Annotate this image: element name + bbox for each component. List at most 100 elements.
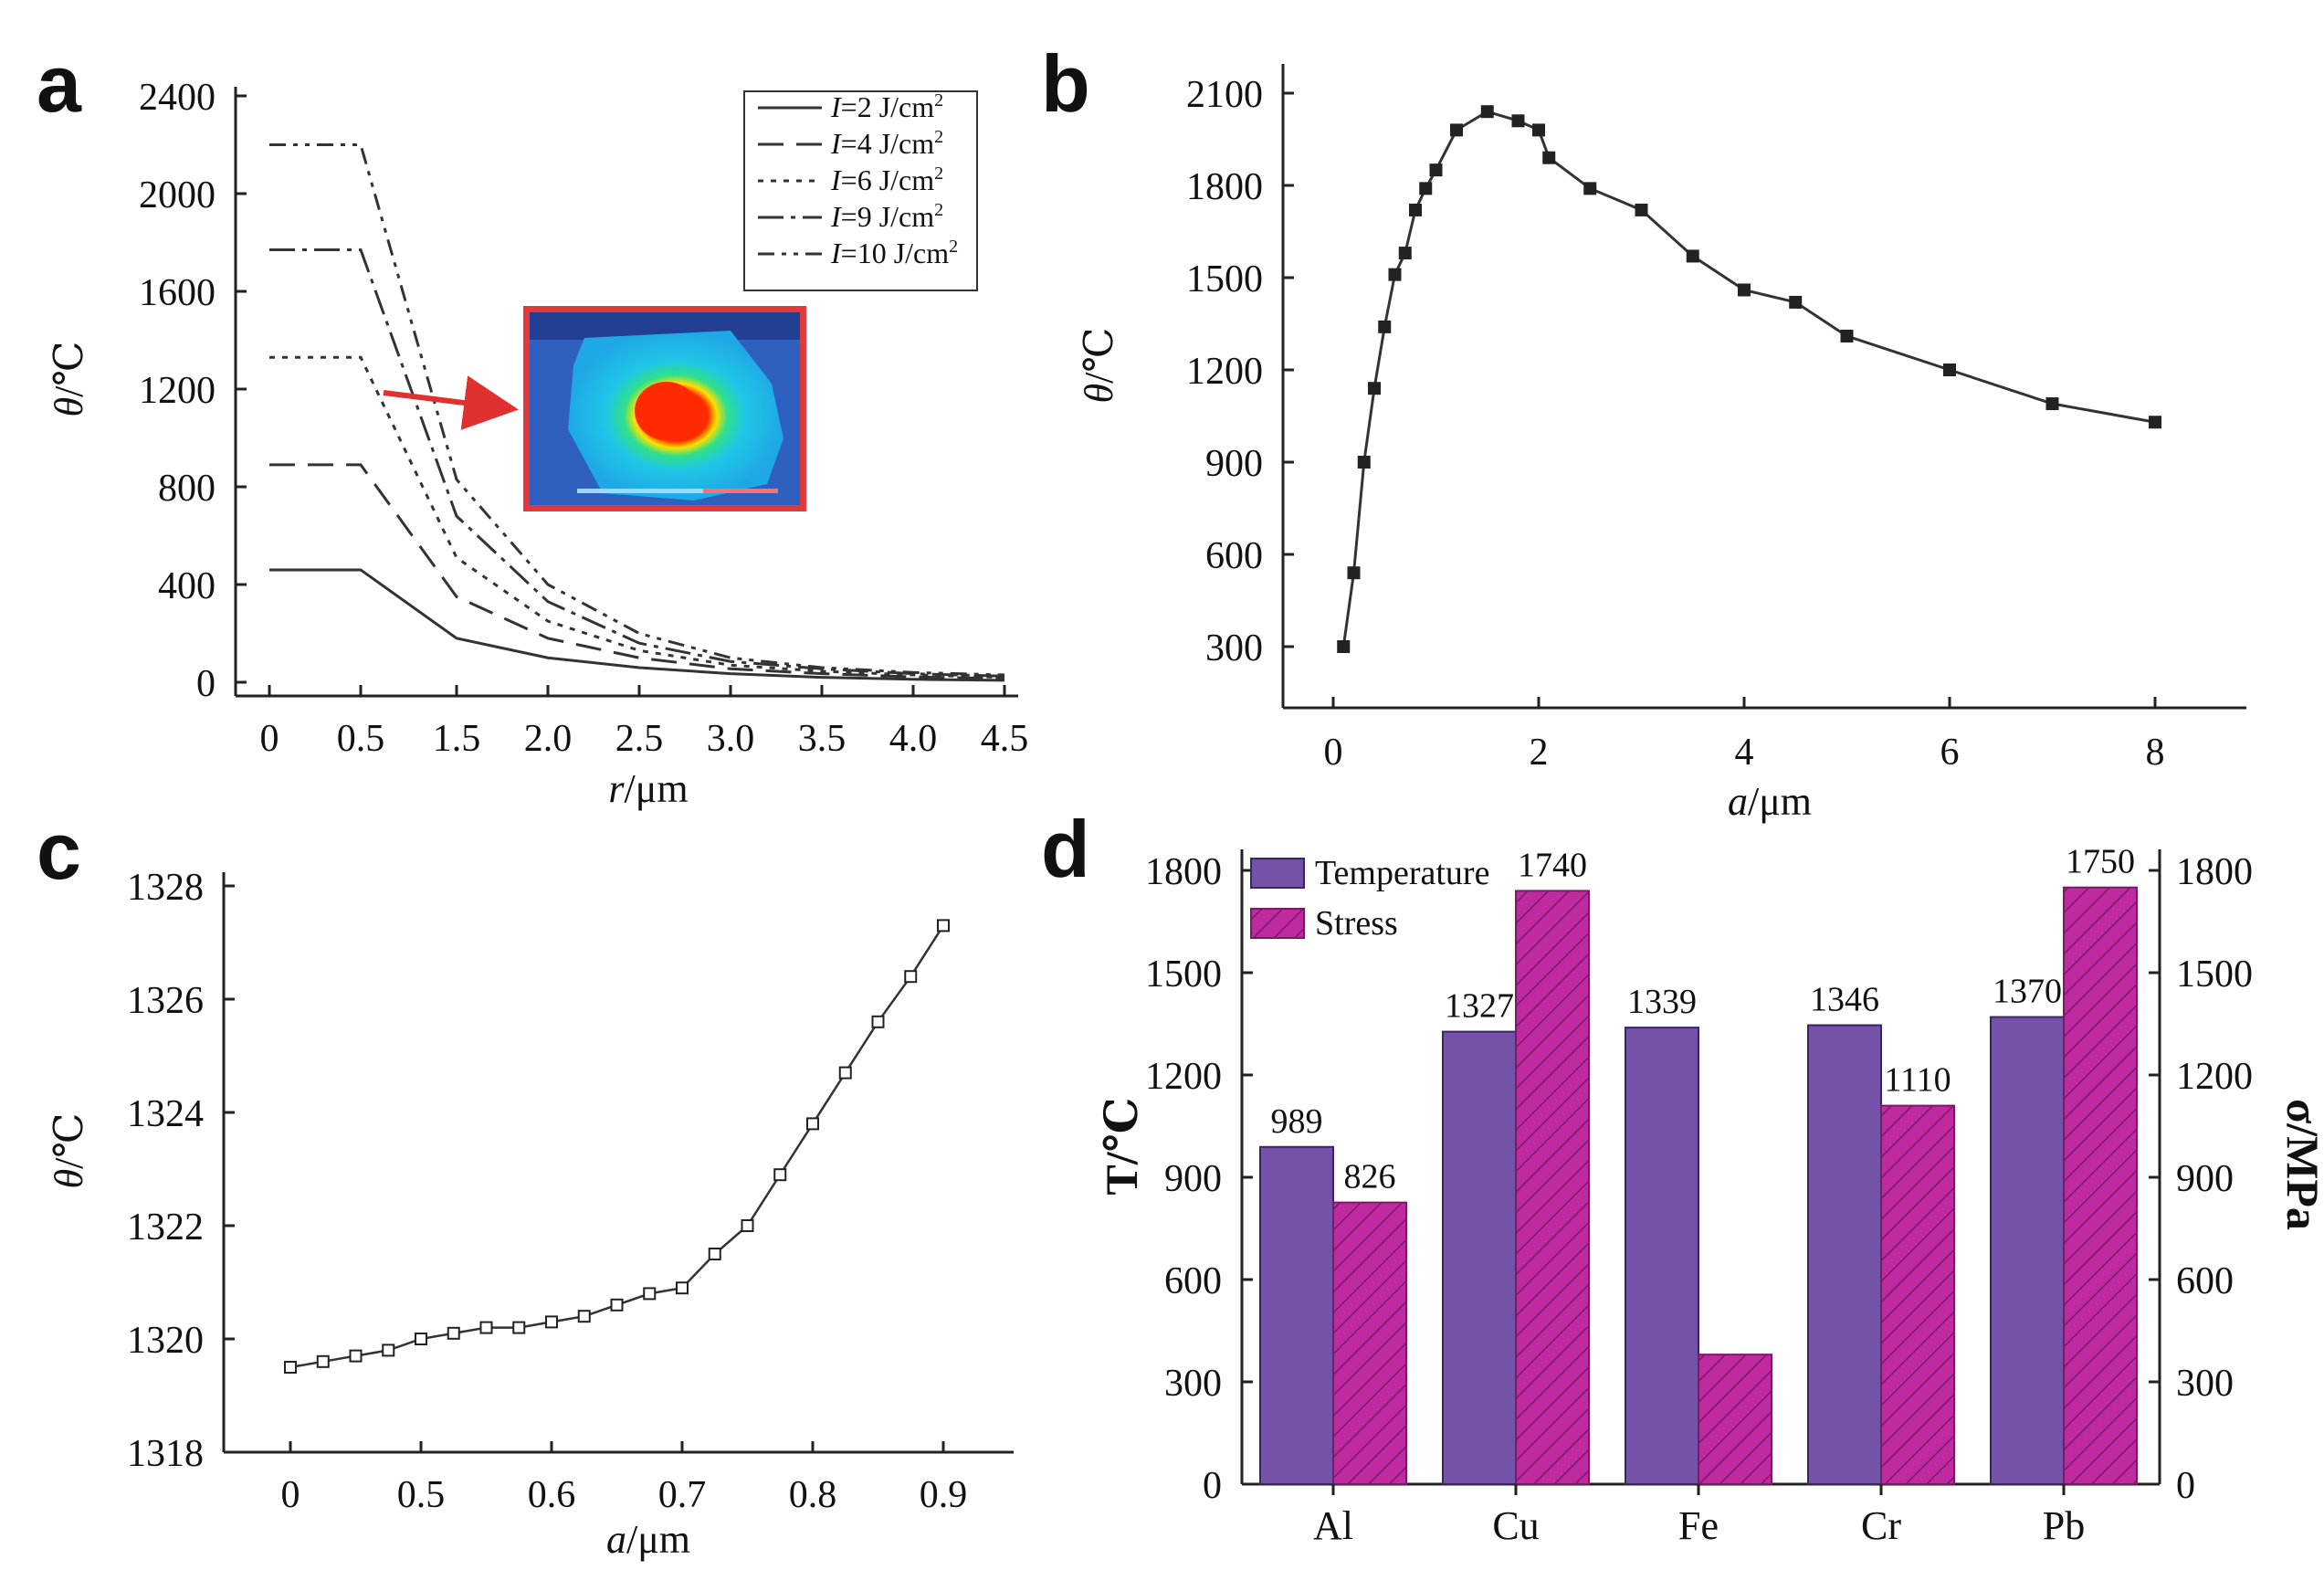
panel-c-x-tick-label: 0.5 bbox=[397, 1474, 446, 1516]
panel-a-series-line bbox=[269, 568, 1005, 682]
panel-d-bar-temperature bbox=[1625, 1027, 1699, 1486]
panel-a: a 0 400 800 1200 1600 2000 2400 0 0.5 1.5 2.0 2.5 3… bbox=[37, 38, 1028, 811]
panel-d-y-tick-label-right: 0 bbox=[2176, 1465, 2195, 1507]
panel-d-y-tick-label: 0 bbox=[1203, 1465, 1222, 1507]
panel-c-point bbox=[415, 1333, 427, 1345]
panel-b-series-line bbox=[1341, 110, 2156, 648]
panel-c-point bbox=[806, 1117, 819, 1131]
panel-a-legend-symbol: I bbox=[830, 237, 842, 269]
panel-a-legend-sup: 2 bbox=[934, 163, 943, 184]
panel-d-bar-stress-label: 1750 bbox=[2066, 843, 2135, 881]
panel-d-bar-stress-label: 1110 bbox=[1884, 1061, 1951, 1100]
panel-d-bar-temperature bbox=[1442, 1030, 1517, 1485]
panel-d-y-tick-label: 1800 bbox=[1145, 851, 1222, 893]
panel-a-legend-label: I=4 J/cm2 bbox=[830, 127, 943, 160]
panel-c-point bbox=[382, 1343, 395, 1357]
panel-c-point bbox=[447, 1326, 460, 1340]
panel-b-point bbox=[1429, 163, 1443, 177]
panel-c-point bbox=[773, 1168, 787, 1182]
panel-a-legend-label: I=9 J/cm2 bbox=[830, 200, 943, 233]
panel-c: c 1318 1320 1322 1324 1326 1328 0 0.5 0.6 0.7 0.8… bbox=[37, 806, 1014, 1562]
panel-a-series bbox=[269, 143, 1005, 682]
panel-d-y-tick-label-right: 300 bbox=[2176, 1363, 2234, 1405]
panel-d-bar-stress bbox=[2063, 886, 2138, 1485]
panel-b-y-tick-label: 1200 bbox=[1186, 351, 1263, 393]
panel-a-inset bbox=[523, 306, 806, 511]
panel-a-legend bbox=[743, 90, 978, 291]
panel-a-legend-label: I=6 J/cm2 bbox=[830, 163, 943, 196]
legend-temperature-label: Temperature bbox=[1315, 854, 1489, 892]
panel-c-point bbox=[577, 1310, 591, 1323]
panel-b-x-label-unit: /μm bbox=[1748, 779, 1812, 824]
panel-c-y-tick-label: 1320 bbox=[127, 1320, 204, 1362]
panel-a-legend-value: =4 J/cm bbox=[841, 127, 935, 160]
panel-a-x-tick-label: 2.5 bbox=[615, 718, 664, 760]
panel-a-x-label-unit: /μm bbox=[625, 766, 689, 811]
panel-c-point bbox=[708, 1248, 721, 1260]
panel-b-point bbox=[1511, 114, 1525, 128]
panel-c-point bbox=[904, 970, 918, 984]
inset-colorbar bbox=[577, 489, 778, 493]
panel-b-point bbox=[1388, 268, 1402, 281]
panel-a-legend-value: =10 J/cm bbox=[841, 237, 950, 269]
panel-b-point bbox=[2045, 397, 2059, 411]
panel-b-point bbox=[1583, 182, 1597, 195]
panel-c-y-label-symbol: θ bbox=[47, 1169, 91, 1189]
panel-a-legend-sup: 2 bbox=[934, 200, 943, 220]
panel-c-x-tick-label: 0.7 bbox=[658, 1474, 707, 1516]
panel-c-x-label: a/μm bbox=[606, 1517, 690, 1562]
panel-a-legend-label: I=2 J/cm2 bbox=[830, 90, 943, 123]
panel-d-categories: Al Cu Fe Cr Pb bbox=[1313, 1484, 2085, 1548]
panel-b-y-tick-label: 2100 bbox=[1186, 74, 1263, 116]
panel-b-x-tick-label: 6 bbox=[1940, 732, 1960, 774]
panel-b-x-tick-label: 2 bbox=[1530, 732, 1549, 774]
panel-b-point bbox=[1738, 283, 1751, 297]
panel-b-y-tick-label: 600 bbox=[1205, 535, 1263, 577]
panel-d-bar-stress bbox=[1515, 890, 1590, 1485]
panel-a-x-tick-label: 4.0 bbox=[889, 718, 938, 760]
panel-a-y-tick-label: 400 bbox=[158, 565, 216, 607]
panel-a-x-tick-label: 1.5 bbox=[433, 718, 481, 760]
panel-c-x-tick-label: 0.9 bbox=[920, 1474, 968, 1516]
panel-b-y-tick-label: 1800 bbox=[1186, 166, 1263, 208]
panel-b-point bbox=[1347, 566, 1361, 580]
panel-c-point bbox=[316, 1354, 330, 1368]
panel-a-x-tick-label: 0 bbox=[260, 718, 279, 760]
panel-a-legend-symbol: I bbox=[830, 90, 842, 123]
panel-c-y-tick-label: 1328 bbox=[127, 867, 204, 909]
panel-b-x-label: a/μm bbox=[1728, 779, 1812, 824]
panel-d-y-tick-label: 1200 bbox=[1145, 1056, 1222, 1098]
panel-b-point bbox=[1368, 382, 1381, 395]
panel-d-letter: d bbox=[1041, 804, 1090, 894]
panel-b-point bbox=[1943, 364, 1956, 376]
panel-d-bar-temperature-label: 1370 bbox=[1993, 973, 2062, 1011]
panel-d-bar-temperature bbox=[1807, 1024, 1882, 1485]
panel-c-point bbox=[643, 1287, 657, 1301]
panel-d-bar-temperature-label: 1327 bbox=[1445, 987, 1514, 1026]
panel-d-category-label: Cu bbox=[1492, 1503, 1539, 1548]
inset-hotspot bbox=[635, 382, 699, 440]
panel-d-bar-temperature-label: 989 bbox=[1271, 1102, 1323, 1141]
panel-d-bar-stress-label: 1740 bbox=[1518, 846, 1587, 884]
panel-c-point bbox=[349, 1349, 363, 1363]
panel-b-series bbox=[1337, 105, 2161, 653]
panel-c-y-tick-label: 1318 bbox=[127, 1433, 204, 1475]
panel-d-bar-temperature bbox=[1259, 1145, 1334, 1485]
panel-c-point bbox=[284, 1361, 297, 1374]
panel-a-legend-symbol: I bbox=[830, 200, 842, 233]
panel-a-legend-value: =6 J/cm bbox=[841, 163, 935, 196]
panel-a-legend-value: =2 J/cm bbox=[841, 90, 935, 123]
panel-b-point bbox=[1357, 456, 1371, 469]
panel-c-x-tick-label: 0 bbox=[281, 1474, 300, 1516]
panel-a-x-tick-label: 2.0 bbox=[524, 718, 573, 760]
panel-a-y-ticks: 0 400 800 1200 1600 2000 2400 bbox=[139, 77, 247, 705]
panel-b-y-tick-label: 1500 bbox=[1186, 258, 1263, 300]
panel-c-y-label-unit: /℃ bbox=[47, 1112, 91, 1168]
panel-a-y-label-unit: /℃ bbox=[47, 341, 91, 396]
panel-c-x-label-symbol: a bbox=[606, 1517, 626, 1562]
panel-a-legend-symbol: I bbox=[830, 163, 842, 196]
panel-a-letter: a bbox=[37, 38, 82, 129]
panel-d-category-label: Pb bbox=[2043, 1503, 2085, 1548]
panel-d-bar-temperature-label: 1339 bbox=[1627, 983, 1697, 1021]
panel-d-y-tick-label: 300 bbox=[1164, 1363, 1222, 1405]
